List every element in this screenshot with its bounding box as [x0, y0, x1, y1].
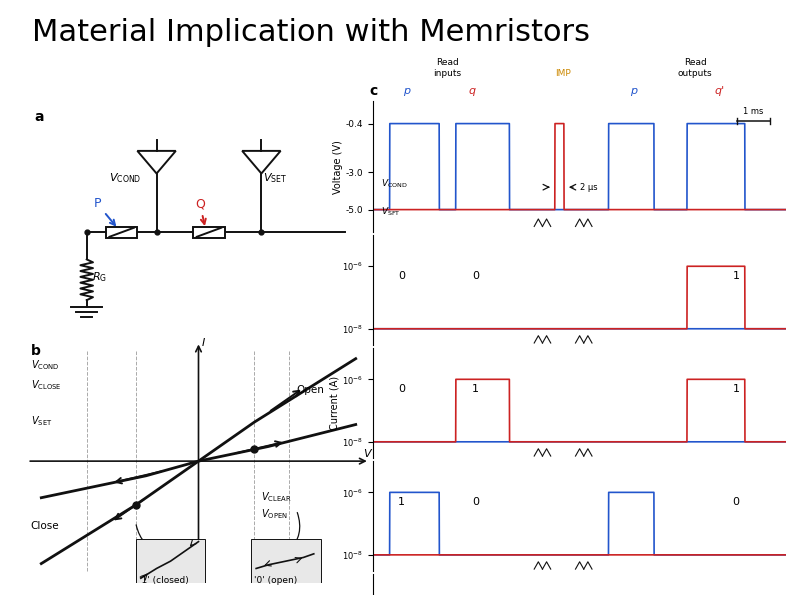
- Text: 1: 1: [732, 384, 739, 394]
- Text: $V_{\rm SET}$: $V_{\rm SET}$: [263, 171, 287, 185]
- Bar: [193, 227, 225, 238]
- Y-axis label: Current (A): Current (A): [330, 376, 340, 430]
- Text: 0: 0: [472, 271, 480, 281]
- Text: $V_{\rm COND}$: $V_{\rm COND}$: [381, 178, 408, 190]
- Text: p: p: [403, 86, 410, 96]
- Bar: [106, 227, 137, 238]
- Text: Material Implication with Memristors: Material Implication with Memristors: [32, 18, 590, 47]
- Text: b: b: [31, 344, 40, 358]
- Text: 0: 0: [472, 497, 480, 507]
- Text: I: I: [202, 339, 205, 349]
- Text: P: P: [94, 198, 115, 225]
- Text: a: a: [34, 110, 44, 124]
- Text: c: c: [369, 84, 377, 98]
- Text: 0: 0: [398, 271, 405, 281]
- Text: $V_{\rm SFT}$: $V_{\rm SFT}$: [381, 206, 401, 218]
- Text: 0: 0: [398, 384, 405, 394]
- Text: '0' (open): '0' (open): [254, 575, 298, 585]
- Text: 2 μs: 2 μs: [580, 183, 598, 192]
- Text: Read
inputs: Read inputs: [434, 58, 461, 77]
- Text: $V_{\rm COND}$: $V_{\rm COND}$: [109, 171, 141, 185]
- Text: 1: 1: [472, 384, 480, 394]
- Bar: [136, 539, 206, 583]
- Text: $V_{\rm OPEN}$: $V_{\rm OPEN}$: [261, 507, 288, 521]
- Text: IMP: IMP: [555, 68, 571, 77]
- Text: Close: Close: [31, 521, 60, 531]
- Text: Open: Open: [296, 385, 324, 395]
- Text: q': q': [715, 86, 725, 96]
- Y-axis label: Voltage (V): Voltage (V): [333, 140, 343, 193]
- Text: 1 ms: 1 ms: [743, 107, 763, 116]
- Text: 1: 1: [732, 271, 739, 281]
- Text: 0: 0: [732, 497, 739, 507]
- Bar: [251, 539, 321, 583]
- Text: $V_{\rm CLOSE}$: $V_{\rm CLOSE}$: [31, 378, 61, 392]
- Text: $V_{\rm SET}$: $V_{\rm SET}$: [31, 415, 52, 428]
- Text: '1' (closed): '1' (closed): [139, 575, 189, 585]
- Text: q: q: [468, 86, 476, 96]
- Text: 1: 1: [398, 497, 405, 507]
- Text: V: V: [363, 449, 370, 459]
- Text: $V_{\rm CLEAR}$: $V_{\rm CLEAR}$: [261, 490, 292, 504]
- Text: $R_{\rm G}$: $R_{\rm G}$: [92, 270, 107, 284]
- Text: $V_{\rm COND}$: $V_{\rm COND}$: [31, 358, 60, 372]
- Text: Q: Q: [195, 198, 206, 224]
- Text: p: p: [630, 86, 637, 96]
- Text: Read
outputs: Read outputs: [678, 58, 712, 77]
